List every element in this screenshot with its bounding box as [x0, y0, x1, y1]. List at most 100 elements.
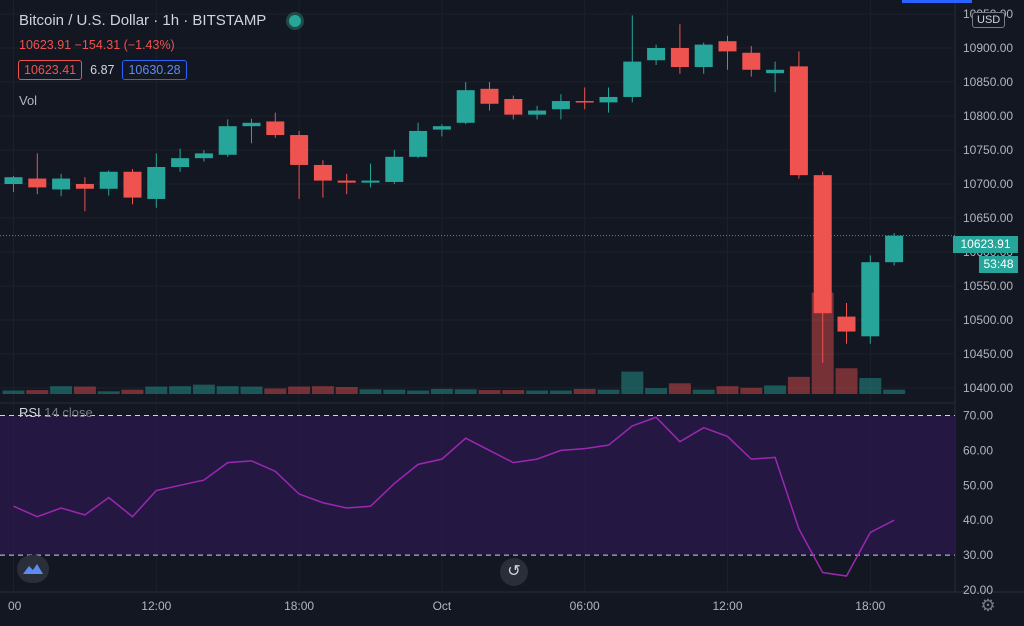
time-tick-label: 18:00	[855, 599, 885, 613]
volume-bar	[145, 386, 168, 394]
volume-bars	[2, 292, 906, 394]
price-tick-label: 10450.00	[963, 347, 1013, 361]
ask-price[interactable]: 10630.28	[122, 60, 187, 80]
candle-body	[599, 96, 618, 103]
bar-countdown: 53:48	[979, 256, 1018, 273]
last-price-tag: 10623.91	[953, 236, 1018, 253]
volume-bar	[121, 389, 144, 394]
candle	[337, 173, 356, 195]
price-tick-label: 10900.00	[963, 41, 1013, 55]
currency-label[interactable]: USD	[972, 12, 1006, 28]
volume-bar	[478, 390, 501, 394]
rsi-legend[interactable]: RSI 14 close	[19, 405, 93, 420]
candle	[147, 153, 166, 208]
price-tick-label: 10800.00	[963, 109, 1013, 123]
volume-bar	[621, 371, 644, 394]
candle-body	[670, 48, 689, 68]
candle-body	[28, 178, 47, 188]
candle	[313, 160, 332, 198]
candle-body	[647, 48, 666, 61]
candle-body	[885, 235, 904, 263]
rsi-level-lines	[0, 415, 955, 556]
candle	[551, 94, 570, 120]
candle-body	[837, 316, 856, 332]
volume-bar	[573, 388, 596, 394]
bid-ask-legend: 10623.41 6.87 10630.28	[18, 60, 187, 80]
candle	[813, 171, 832, 363]
candle-body	[718, 41, 737, 52]
candle-body	[861, 262, 880, 337]
volume-bar	[359, 389, 382, 394]
volume-bar	[311, 386, 334, 394]
top-accent-bar	[902, 0, 972, 3]
time-tick-label: 12:00	[712, 599, 742, 613]
candle	[647, 44, 666, 65]
candle-body	[480, 88, 499, 104]
price-tick-label: 10650.00	[963, 211, 1013, 225]
interval-label: 1h	[162, 12, 180, 29]
candle	[789, 51, 808, 179]
candle	[480, 82, 499, 111]
candle	[861, 255, 880, 344]
volume-bar	[264, 388, 287, 394]
candle-body	[766, 69, 785, 74]
candle-body	[218, 126, 237, 155]
price-tick-label: 10700.00	[963, 177, 1013, 191]
volume-bar	[716, 386, 739, 394]
volume-bar	[787, 376, 810, 394]
volume-label[interactable]: Vol	[19, 93, 38, 108]
candle	[456, 82, 475, 125]
candle-body	[99, 171, 118, 189]
candle-body	[147, 167, 166, 199]
volume-bar	[335, 386, 358, 394]
volume-bar	[169, 386, 192, 394]
candle-body	[266, 121, 285, 136]
candle-body	[242, 122, 261, 127]
candle-body	[75, 184, 94, 189]
tradingview-logo-icon[interactable]	[17, 555, 49, 583]
volume-bar	[835, 368, 858, 394]
candle-body	[551, 101, 570, 110]
candle	[242, 118, 261, 144]
price-tick-label: 10850.00	[963, 75, 1013, 89]
settings-gear-icon[interactable]: ⚙	[980, 596, 996, 615]
volume-bar	[383, 389, 406, 394]
candle-body	[123, 171, 142, 198]
rsi-tick-label: 50.00	[963, 478, 993, 492]
market-status-icon[interactable]	[286, 12, 305, 31]
candle-body	[694, 44, 713, 68]
candle-body	[409, 130, 428, 157]
exchange-label: BITSTAMP	[192, 12, 267, 29]
symbol-legend[interactable]: Bitcoin / U.S. Dollar · 1h · BITSTAMP	[19, 12, 305, 31]
candle	[599, 87, 618, 113]
candle	[623, 15, 642, 103]
volume-bar	[407, 390, 430, 394]
price-tick-label: 10750.00	[963, 143, 1013, 157]
volume-bar	[454, 389, 477, 394]
volume-bar	[192, 384, 215, 394]
candle-body	[337, 180, 356, 183]
candle-body	[290, 135, 309, 165]
time-tick-label: 00	[8, 599, 22, 613]
volume-bar	[240, 386, 263, 394]
last-value: 10623.91	[19, 38, 72, 52]
candle	[718, 35, 737, 70]
volume-bar	[2, 390, 25, 394]
candle	[290, 130, 309, 199]
rsi-tick-label: 70.00	[963, 409, 993, 423]
candle-body	[528, 110, 547, 115]
price-change: 10623.91 −154.31 (−1.43%)	[19, 38, 175, 52]
volume-bar	[668, 383, 691, 394]
volume-bar	[597, 389, 620, 394]
rsi-tick-label: 20.00	[963, 583, 993, 597]
time-tick-label: 12:00	[141, 599, 171, 613]
volume-bar	[73, 386, 96, 394]
candle-body	[194, 153, 213, 159]
price-tick-label: 10550.00	[963, 279, 1013, 293]
reset-chart-button[interactable]: ↺	[500, 558, 528, 586]
bid-price[interactable]: 10623.41	[18, 60, 83, 80]
candle	[171, 148, 190, 172]
candle-body	[456, 90, 475, 123]
candle-body	[313, 164, 332, 181]
